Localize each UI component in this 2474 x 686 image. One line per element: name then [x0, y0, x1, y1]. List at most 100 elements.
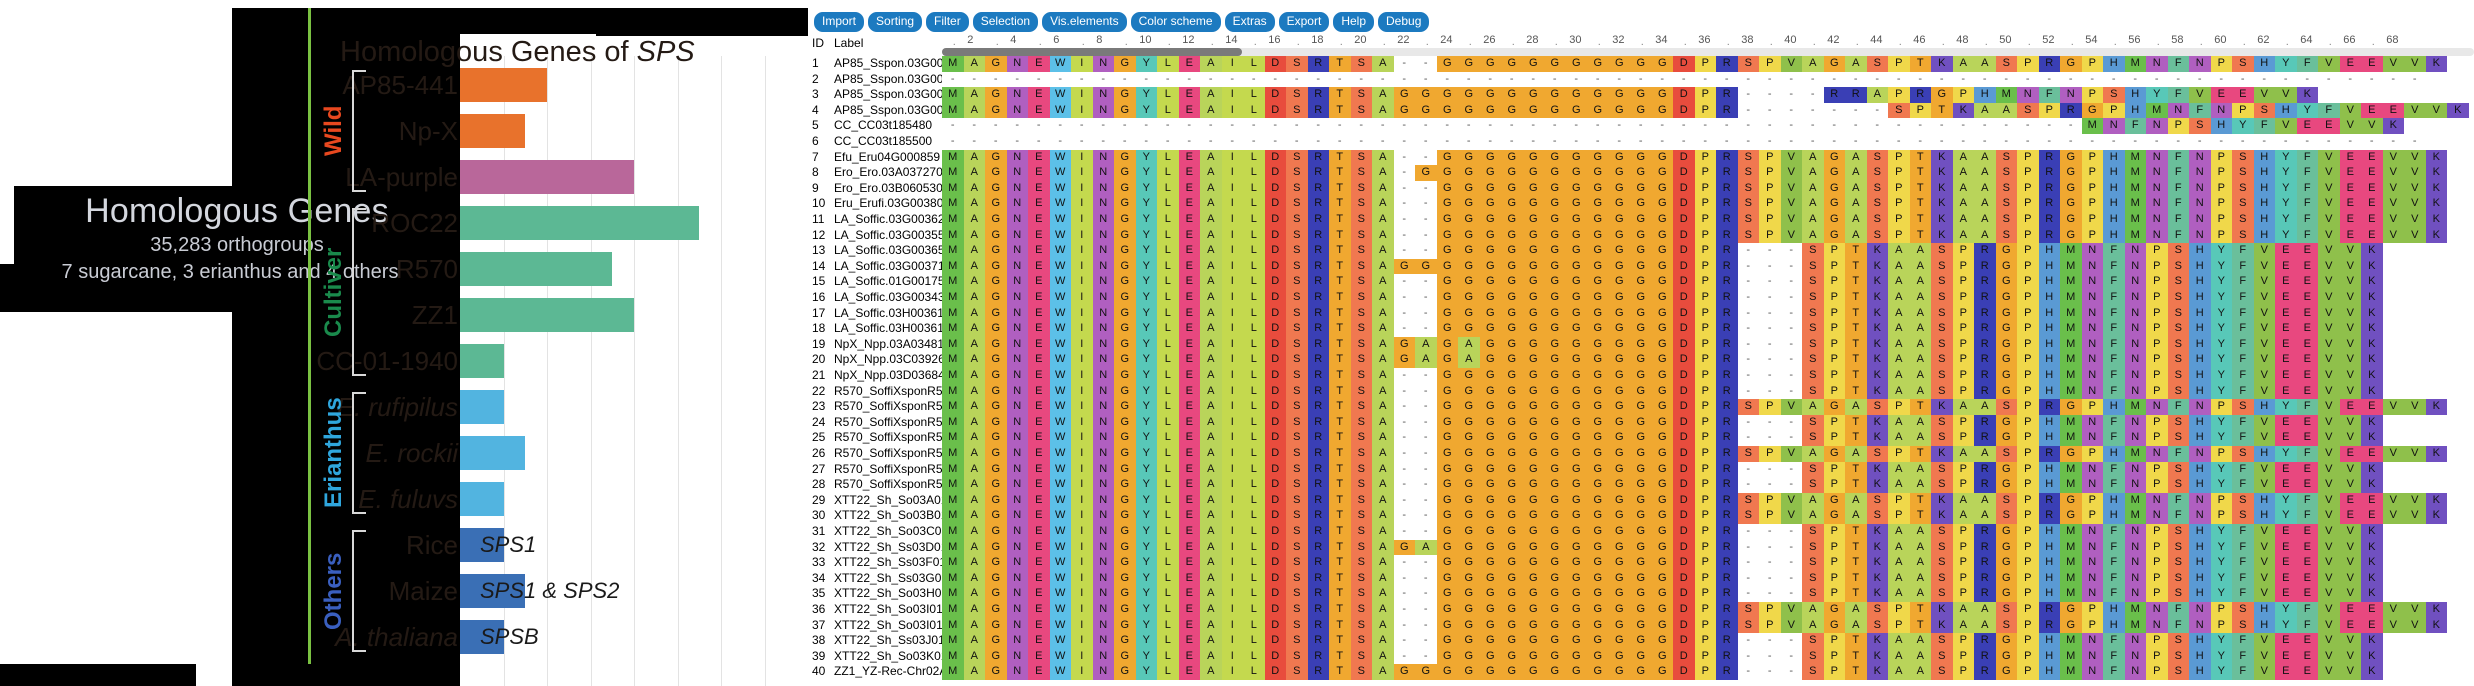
msa-row[interactable]: 24R570_SoffiXsponR570.02Cg38MAGNEWINGYLE…: [806, 414, 2474, 431]
toolbar-button-debug[interactable]: Debug: [1378, 12, 1430, 32]
msa-row[interactable]: 29XTT22_Sh_So03A0144742MAGNEWINGYLEAILDS…: [806, 492, 2474, 509]
msa-row[interactable]: 32XTT22_Sh_Ss03D0156585MAGNEWINGYLEAILDS…: [806, 539, 2474, 556]
scrollbar-thumb[interactable]: [942, 48, 1242, 56]
msa-row[interactable]: 23R570_SoffiXsponR570.02Bg35MAGNEWINGYLE…: [806, 399, 2474, 415]
toolbar-button-filter[interactable]: Filter: [926, 12, 969, 32]
msa-row[interactable]: 1AP85_Sspon.03G0028140-1BMAGNEWINGYLEAIL…: [806, 56, 2474, 72]
bar-ap85-441[interactable]: [460, 68, 547, 102]
bar-roc22[interactable]: [460, 206, 700, 240]
msa-row[interactable]: 10Eru_Erufi.03G0038070MAGNEWINGYLEAILDSR…: [806, 196, 2474, 212]
msa-row[interactable]: 9 Ero_Ero.03B060530 M A G N E W I N G Y L E A I L D S R T S A -…: [806, 180, 2474, 197]
bar-e-fuluvs[interactable]: [460, 482, 504, 516]
msa-row[interactable]: 7 Efu_Eru04G000859 M A G N E W I N G Y L E A I L D S R T S A - -…: [806, 149, 2474, 166]
msa-row[interactable]: 4AP85_Sspon.03G0028140-3DMAGNEWINGYLEAIL…: [806, 102, 2474, 119]
bar-e-rufipilus[interactable]: [460, 390, 504, 424]
toolbar-button-extras[interactable]: Extras: [1224, 12, 1275, 32]
row-sequence[interactable]: ----------------------------------------…: [942, 118, 2404, 134]
bar-cc-01-1940[interactable]: [460, 344, 504, 378]
msa-row[interactable]: 26R570_SoffiXsponR570.02Eg35MAGNEWINGYLE…: [806, 446, 2474, 462]
msa-row[interactable]: 38XTT22_Sh_Ss03J0181754MAGNEWINGYLEAILDS…: [806, 633, 2474, 649]
msa-row[interactable]: 31XTT22_Sh_So03C0152379MAGNEWINGYLEAILDS…: [806, 524, 2474, 540]
bar-zz1[interactable]: [460, 298, 634, 332]
row-sequence[interactable]: ----------------------------------------…: [942, 134, 2426, 150]
msa-row[interactable]: 25R570_SoffiXsponR570.02Dg37MAGNEWINGYLE…: [806, 430, 2474, 446]
msa-row[interactable]: 5 CC_CC03t185480- - - - - - - - - - - - - - - - - - - - - - - - -…: [806, 118, 2474, 134]
msa-row[interactable]: 28R570_SoffiXsponR570.02Gg28MAGNEWINGYLE…: [806, 477, 2474, 493]
row-sequence[interactable]: ----------------------------------------…: [942, 72, 2426, 88]
msa-row[interactable]: 19NpX_Npp.03A034810.1MAGNEWINGYLEAILDSRT…: [806, 336, 2474, 353]
msa-row[interactable]: 39XTT22_Sh_So03K0185686MAGNEWINGYLEAILDS…: [806, 648, 2474, 665]
msa-row[interactable]: 8 Ero_Ero.03A037270 M A G N E W I N G Y L E A I L D S R T S A -…: [806, 165, 2474, 181]
bar-a-thaliana[interactable]: [460, 620, 504, 654]
msa-row[interactable]: 37XTT22_Sh_So03I0177147MAGNEWINGYLEAILDS…: [806, 617, 2474, 634]
bar-e-rockii[interactable]: [460, 436, 526, 470]
toolbar-button-import[interactable]: Import: [814, 12, 865, 32]
toolbar-button-sorting[interactable]: Sorting: [868, 12, 923, 32]
toolbar-button-export[interactable]: Export: [1278, 12, 1330, 32]
msa-row[interactable]: 12LA_Soffic.03G0035550-3CMAGNEWINGYLEAIL…: [806, 227, 2474, 244]
msa-row[interactable]: 33XTT22_Sh_Ss03F0165006MAGNEWINGYLEAILDS…: [806, 555, 2474, 571]
toolbar-button-help[interactable]: Help: [1333, 12, 1374, 32]
bar-rice[interactable]: [460, 528, 504, 562]
msa-row[interactable]: 16LA_Soffic.03G0034330-3GMAGNEWINGYLEAIL…: [806, 290, 2474, 306]
msa-row[interactable]: 27R570_SoffiXsponR570.02Fg34MAGNEWINGYLE…: [806, 461, 2474, 478]
bar-maize[interactable]: [460, 574, 526, 608]
msa-row[interactable]: 2AP85_Sspon.03G0028140-2C---------------…: [806, 72, 2474, 88]
msa-row[interactable]: 36XTT22_Sh_So03I0177283MAGNEWINGYLEAILDS…: [806, 602, 2474, 618]
toolbar-button-color-scheme[interactable]: Color scheme: [1130, 12, 1221, 32]
msa-row[interactable]: 20NpX_Npp.03C039260.1MAGNEWINGYLEAILDSRT…: [806, 352, 2474, 368]
msa-horizontal-scrollbar[interactable]: [942, 48, 2474, 56]
msa-row[interactable]: 30XTT22_Sh_So03B0148573MAGNEWINGYLEAILDS…: [806, 508, 2474, 524]
msa-row[interactable]: 14LA_Soffic.03G0037180-3EMAGNEWINGYLEAIL…: [806, 258, 2474, 275]
msa-row[interactable]: 13LA_Soffic.03G0036530-3DMAGNEWINGYLEAIL…: [806, 243, 2474, 259]
bar-r570[interactable]: [460, 252, 613, 286]
msa-row[interactable]: 11LA_Soffic.03G0036230-3AMAGNEWINGYLEAIL…: [806, 212, 2474, 228]
msa-row[interactable]: 34XTT22_Sh_Ss03G0169135MAGNEWINGYLEAILDS…: [806, 570, 2474, 587]
msa-row[interactable]: 3AP85_Sspon.03G0028140-1PMAGNEWINGYLEAIL…: [806, 87, 2474, 103]
bar-la-purple[interactable]: [460, 160, 634, 194]
toolbar-button-selection[interactable]: Selection: [972, 12, 1039, 32]
msa-row[interactable]: 40ZZ1_YZ-Rec-Chr02A0036930MAGNEWINGYLEAI…: [806, 664, 2474, 680]
msa-row[interactable]: 22R570_SoffiXsponR570.02Ag38MAGNEWINGYLE…: [806, 383, 2474, 400]
msa-row[interactable]: 6 CC_CC03t185500- - - - - - - - - - - - - - - - - - - - - - - - -…: [806, 134, 2474, 150]
msa-row[interactable]: 17LA_Soffic.03H0036160-3HMAGNEWINGYLEAIL…: [806, 305, 2474, 322]
bar-np-x[interactable]: [460, 114, 526, 148]
msa-row[interactable]: 18LA_Soffic.03H0036180-3HMAGNEWINGYLEAIL…: [806, 321, 2474, 337]
